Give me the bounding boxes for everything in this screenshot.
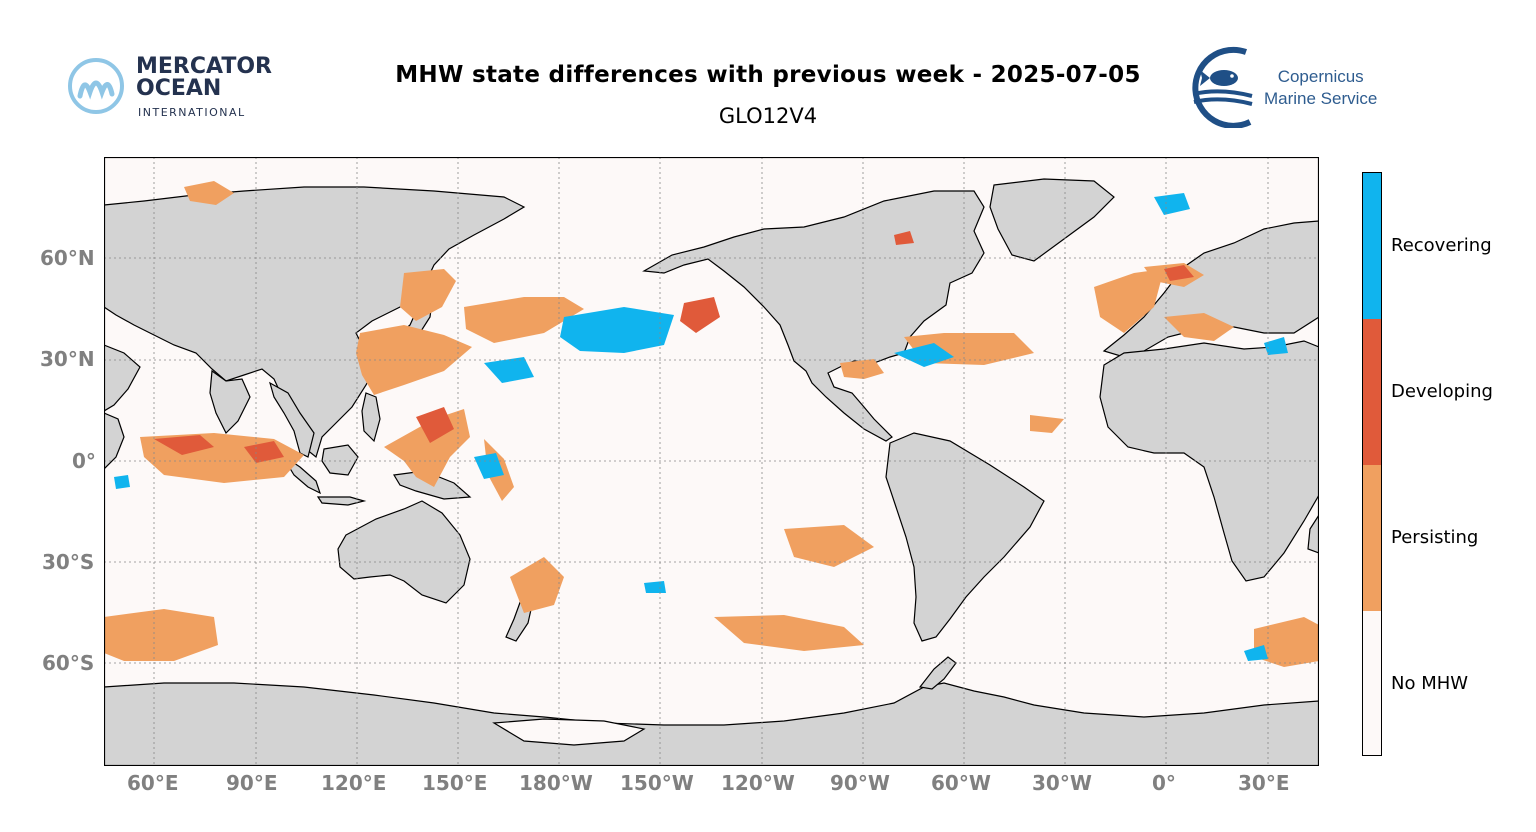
x-tick-label: 60°W	[931, 771, 991, 795]
land-ross-ice-shelf	[492, 718, 646, 746]
legend-label-no-mhw: No MHW	[1391, 673, 1469, 694]
mercator-logo: MERCATOR OCEAN INTERNATIONAL	[66, 54, 286, 124]
x-tick-label: 90°E	[226, 771, 278, 795]
mercator-line2: OCEAN	[136, 76, 222, 101]
mhw-recovering-areas	[114, 193, 1288, 661]
land-south-america	[885, 432, 1045, 642]
x-tick-label: 90°W	[830, 771, 890, 795]
copernicus-fish-icon	[1192, 46, 1253, 128]
land-africa-east	[104, 412, 125, 470]
land-madagascar	[1307, 513, 1319, 554]
y-tick-label: 60°S	[42, 651, 95, 675]
y-tick-label: 30°N	[40, 347, 95, 371]
legend-swatch-developing	[1363, 319, 1381, 465]
x-tick-label: 150°E	[422, 771, 488, 795]
land-greenland	[989, 178, 1115, 262]
land-asia	[104, 186, 526, 459]
land-philippines	[361, 392, 381, 443]
map-frame	[104, 157, 1319, 766]
land-borneo	[321, 444, 359, 476]
copernicus-logo: Copernicus Marine Service	[1176, 44, 1406, 128]
land-australia	[337, 500, 471, 604]
y-tick-label: 0°	[72, 449, 96, 473]
copernicus-line2: Marine Service	[1264, 89, 1378, 108]
legend-label-recovering: Recovering	[1391, 235, 1492, 256]
land-india	[209, 369, 251, 435]
mercator-line1: MERCATOR	[136, 54, 272, 79]
x-tick-label: 30°E	[1238, 771, 1290, 795]
land-europe	[1102, 220, 1319, 358]
graticule	[104, 157, 1319, 766]
legend-swatch-recovering	[1363, 173, 1381, 319]
chart-subtitle: GLO12V4	[718, 104, 818, 128]
land-antarctica	[104, 682, 1319, 766]
land-masses	[104, 178, 1319, 766]
land-java	[316, 496, 367, 506]
x-tick-label: 150°W	[620, 771, 694, 795]
mercator-m-icon	[68, 58, 124, 114]
x-tick-label: 120°W	[721, 771, 795, 795]
copernicus-line1: Copernicus	[1277, 67, 1364, 86]
y-tick-label: 60°N	[40, 246, 95, 270]
land-arabia	[104, 344, 141, 412]
land-north-america	[642, 190, 985, 442]
x-tick-label: 0°	[1152, 771, 1176, 795]
x-tick-label: 60°E	[127, 771, 179, 795]
chart-title: MHW state differences with previous week…	[395, 62, 1141, 88]
mhw-developing-areas	[154, 231, 1194, 463]
x-tick-label: 30°W	[1032, 771, 1092, 795]
legend-label-developing: Developing	[1391, 381, 1493, 402]
legend-label-persisting: Persisting	[1391, 527, 1479, 548]
mercator-line3: INTERNATIONAL	[138, 106, 246, 119]
x-tick-label: 180°W	[519, 771, 593, 795]
y-tick-label: 30°S	[42, 550, 95, 574]
legend-colorbar	[1362, 172, 1382, 756]
x-tick-label: 120°E	[321, 771, 387, 795]
legend-swatch-persisting	[1363, 465, 1381, 611]
legend-swatch-no-mhw	[1363, 611, 1381, 755]
world-map	[104, 157, 1319, 766]
